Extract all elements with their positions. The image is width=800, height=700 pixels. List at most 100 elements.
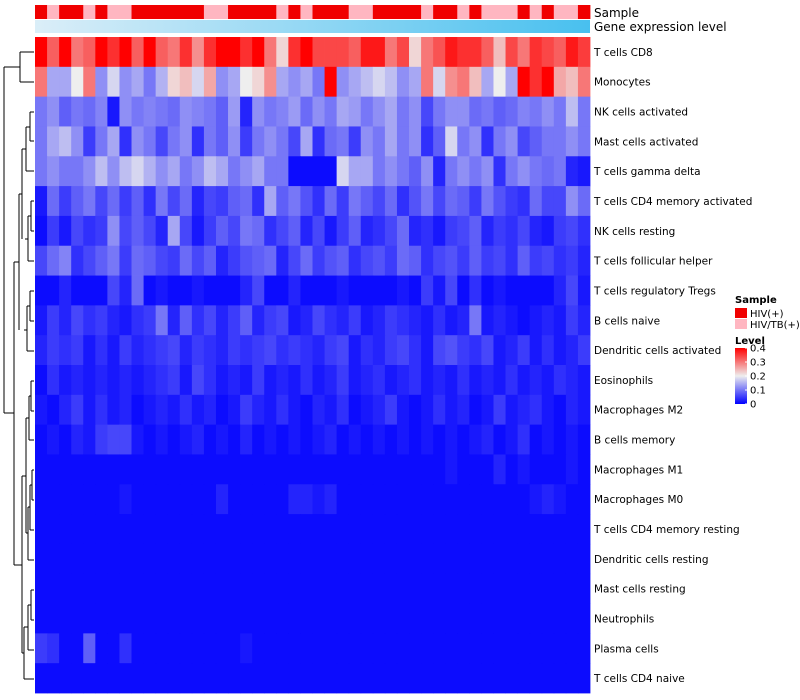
- heatmap-cell: [35, 663, 48, 694]
- heatmap-cell: [71, 514, 84, 545]
- heatmap-cell: [481, 573, 494, 604]
- heatmap-cell: [493, 305, 506, 336]
- legend-level-ticks: 0.4 0.3 0.2 0.1 0: [745, 344, 766, 411]
- heatmap-cell: [228, 96, 241, 127]
- heatmap-cell: [493, 633, 506, 664]
- heatmap-cell: [119, 275, 132, 306]
- heatmap-cell: [517, 365, 531, 396]
- heatmap-cell: [360, 156, 374, 187]
- heatmap-cell: [191, 484, 205, 515]
- heatmap-cell: [312, 66, 325, 98]
- heatmap-cell: [517, 37, 531, 68]
- heatmap-cell: [119, 37, 132, 68]
- heatmap-cell: [360, 484, 374, 515]
- row-label: T cells CD4 memory activated: [593, 196, 752, 208]
- heatmap-cell: [445, 245, 458, 276]
- heatmap-cell: [131, 633, 144, 664]
- heatmap-cell: [469, 156, 482, 187]
- heatmap-cell: [215, 573, 229, 604]
- heatmap-cell: [167, 543, 181, 575]
- heatmap-cell: [252, 275, 265, 306]
- heatmap-cell: [143, 484, 157, 515]
- heatmap-cell: [469, 66, 482, 98]
- heatmap-cell: [505, 514, 519, 545]
- heatmap-cell: [481, 394, 494, 426]
- sample-cell: [360, 5, 374, 19]
- row-label: T cells regulatory Tregs: [593, 286, 716, 298]
- heatmap-cell: [312, 96, 325, 127]
- heatmap-cell: [131, 365, 144, 396]
- heatmap-cell: [240, 424, 253, 455]
- heatmap-cell: [565, 424, 579, 455]
- heatmap-cell: [276, 245, 289, 276]
- heatmap-cell: [252, 66, 265, 98]
- heatmap-cell: [312, 37, 325, 68]
- heatmap-cell: [517, 454, 531, 485]
- heatmap-cell: [577, 424, 591, 455]
- heatmap-cell: [324, 37, 338, 68]
- heatmap-cell: [372, 543, 386, 575]
- heatmap-cell: [167, 245, 181, 276]
- heatmap-cell: [107, 484, 120, 515]
- heatmap-cell: [119, 126, 132, 157]
- heatmap-cell: [215, 215, 229, 247]
- heatmap-cell: [228, 454, 241, 485]
- heatmap-cell: [59, 275, 72, 306]
- heatmap-cell: [240, 126, 253, 157]
- heatmap-cell: [119, 215, 132, 247]
- sample-cell: [324, 5, 338, 19]
- heatmap-cell: [396, 424, 410, 455]
- heatmap-cell: [493, 37, 506, 68]
- heatmap-cell: [445, 335, 458, 366]
- heatmap-cell: [336, 633, 350, 664]
- heatmap-cell: [191, 543, 205, 575]
- heatmap-cell: [276, 275, 289, 306]
- legend-level-tick-label: 0: [750, 400, 756, 411]
- heatmap-cell: [276, 663, 289, 694]
- heatmap-cell: [529, 37, 543, 68]
- row-label: B cells memory: [594, 435, 675, 447]
- heatmap-cell: [372, 186, 386, 217]
- heatmap-cell: [348, 245, 362, 276]
- heatmap-cell: [95, 37, 108, 68]
- heatmap-cell: [35, 573, 48, 604]
- sample-cell: [155, 5, 169, 19]
- heatmap-cell: [372, 484, 386, 515]
- heatmap-cell: [384, 543, 398, 575]
- heatmap-cell: [396, 394, 410, 426]
- heatmap-cell: [577, 484, 591, 515]
- heatmap-cell: [445, 603, 458, 634]
- heatmap-cell: [191, 603, 205, 634]
- heatmap-cell: [155, 156, 169, 187]
- heatmap-cell: [577, 215, 591, 247]
- heatmap-cell: [155, 305, 169, 336]
- sample-cell: [215, 5, 229, 19]
- heatmap-cell: [384, 365, 398, 396]
- heatmap-cell: [35, 305, 48, 336]
- heatmap-cell: [167, 305, 181, 336]
- heatmap-cell: [553, 394, 567, 426]
- heatmap-cell: [481, 215, 494, 247]
- heatmap-cell: [360, 186, 374, 217]
- heatmap-cell: [517, 394, 531, 426]
- heatmap-cell: [95, 424, 108, 455]
- heatmap-cell: [228, 335, 241, 366]
- heatmap-cell: [300, 543, 313, 575]
- heatmap-cell: [493, 454, 506, 485]
- heatmap-cell: [191, 96, 205, 127]
- heatmap-cell: [541, 37, 555, 68]
- heatmap-cell: [360, 37, 374, 68]
- heatmap-cell: [529, 245, 543, 276]
- heatmap-cell: [553, 573, 567, 604]
- heatmap-cell: [179, 573, 193, 604]
- heatmap-cell: [276, 66, 289, 98]
- heatmap-cell: [47, 305, 60, 336]
- heatmap-cell: [264, 186, 277, 217]
- heatmap-cell: [517, 66, 531, 98]
- heatmap-cell: [59, 603, 72, 634]
- sample-cell: [396, 5, 410, 19]
- heatmap-cell: [131, 186, 144, 217]
- heatmap-cell: [384, 424, 398, 455]
- heatmap-cell: [167, 454, 181, 485]
